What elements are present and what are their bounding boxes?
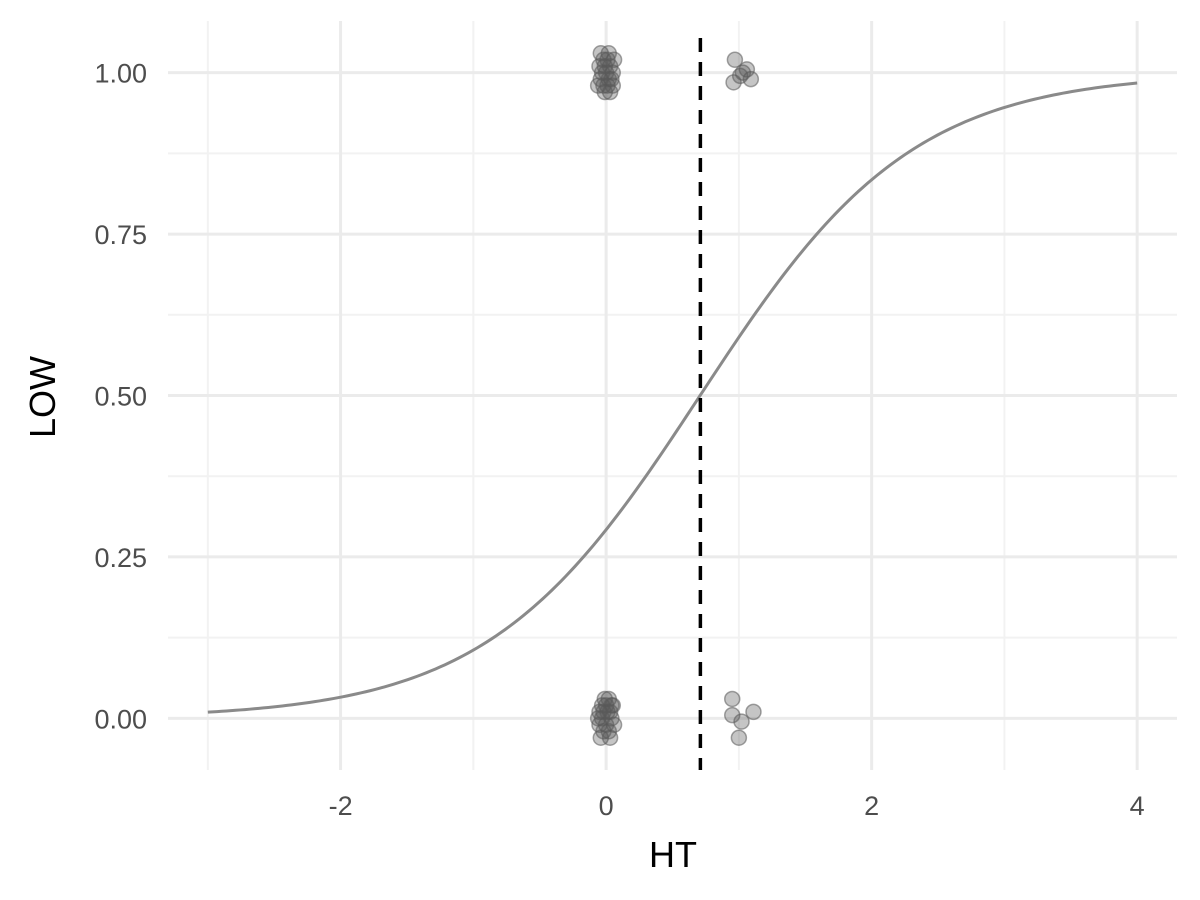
x-tick-label: 0	[599, 791, 614, 821]
data-point	[745, 703, 762, 721]
x-tick-label: -2	[329, 791, 353, 821]
x-tick-label: 2	[864, 791, 879, 821]
data-point	[592, 45, 610, 62]
data-point	[600, 723, 618, 740]
data-point	[605, 51, 623, 68]
data-point	[601, 729, 619, 746]
y-axis-title: LOW	[22, 356, 63, 438]
x-axis-title: HT	[649, 834, 697, 875]
logistic-curve	[207, 81, 1138, 714]
data-point	[595, 703, 612, 721]
data-point	[733, 713, 750, 730]
data-point	[601, 703, 619, 721]
y-tick-label: 0.00	[94, 704, 147, 734]
data-point	[731, 67, 749, 85]
data-points	[589, 45, 762, 746]
data-point	[730, 729, 748, 746]
x-tick-label: 4	[1130, 791, 1145, 821]
data-point	[726, 51, 744, 68]
y-tick-label: 0.25	[94, 543, 147, 573]
y-tick-label: 0.50	[94, 382, 147, 412]
x-axis-ticks: -2 0 2 4	[329, 791, 1145, 821]
data-point	[604, 77, 622, 94]
data-point	[738, 61, 756, 78]
data-point	[591, 716, 608, 734]
data-point	[723, 690, 741, 708]
data-point	[595, 77, 612, 94]
data-point	[596, 57, 614, 75]
y-tick-label: 1.00	[94, 59, 147, 89]
grid-minor	[168, 21, 1177, 770]
y-axis-ticks: 0.00 0.25 0.50 0.75 1.00	[94, 59, 147, 735]
y-tick-label: 0.75	[94, 220, 147, 250]
logistic-curve-layer	[207, 81, 1138, 714]
grid-major	[168, 21, 1177, 770]
data-point	[723, 706, 741, 724]
